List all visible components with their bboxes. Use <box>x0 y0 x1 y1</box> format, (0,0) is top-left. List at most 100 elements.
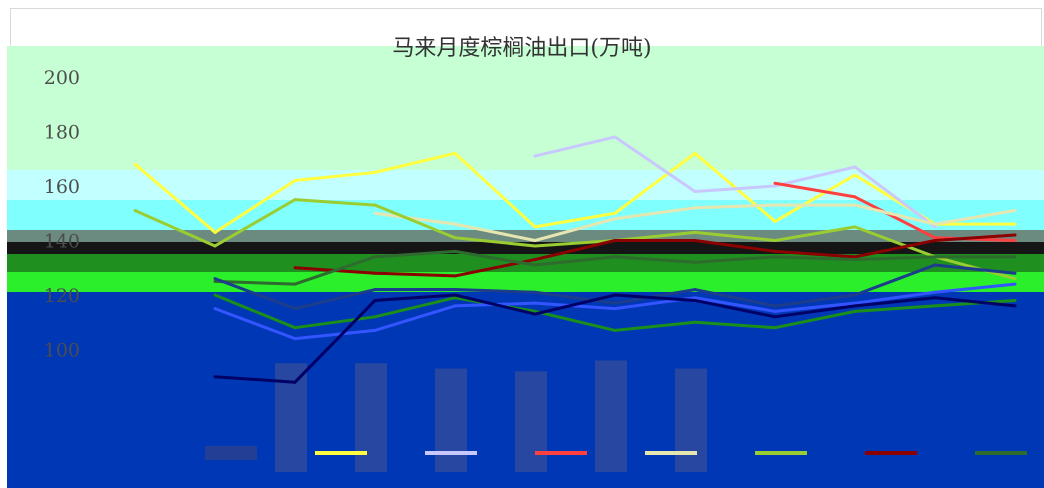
legend-swatch <box>205 446 257 460</box>
y-axis: 200 180 160 140 120 100 <box>44 67 80 362</box>
band-green <box>7 272 1044 294</box>
data-point <box>373 170 377 174</box>
data-point <box>693 298 697 302</box>
data-point <box>213 244 217 248</box>
band-mint <box>7 46 1044 179</box>
data-point <box>933 290 937 294</box>
data-point <box>133 209 137 213</box>
data-point <box>773 309 777 313</box>
data-point <box>773 304 777 308</box>
data-point <box>773 203 777 207</box>
data-point <box>693 320 697 324</box>
data-point <box>1013 304 1017 308</box>
data-point <box>453 151 457 155</box>
data-point <box>373 288 377 292</box>
data-point <box>773 315 777 319</box>
data-point <box>613 255 617 259</box>
data-point <box>213 293 217 297</box>
data-point <box>533 263 537 267</box>
data-point <box>1013 233 1017 237</box>
data-point <box>373 255 377 259</box>
bar <box>435 368 467 473</box>
data-point <box>933 222 937 226</box>
data-point <box>853 195 857 199</box>
y-tick-label: 200 <box>44 67 80 89</box>
data-point <box>453 222 457 226</box>
data-point <box>853 309 857 313</box>
bar <box>275 363 307 473</box>
data-point <box>213 375 217 379</box>
data-point <box>453 288 457 292</box>
data-point <box>773 181 777 185</box>
data-point <box>1013 222 1017 226</box>
band-gray <box>7 230 1044 244</box>
data-point <box>773 184 777 188</box>
data-point <box>373 298 377 302</box>
series-line <box>294 233 1016 278</box>
data-point <box>1013 298 1017 302</box>
data-point <box>853 203 857 207</box>
series-line <box>134 151 1015 234</box>
data-point <box>933 236 937 240</box>
bar <box>595 360 627 473</box>
data-point <box>373 203 377 207</box>
y-tick-label: 180 <box>44 122 80 144</box>
data-point <box>613 239 617 242</box>
data-point <box>613 293 617 297</box>
data-point <box>293 326 297 330</box>
data-point <box>773 219 777 223</box>
data-point <box>853 255 857 259</box>
data-point <box>693 206 697 210</box>
data-point <box>933 225 937 229</box>
y-tick-label: 100 <box>44 340 80 362</box>
data-point <box>373 328 377 332</box>
series-line <box>534 135 936 229</box>
data-point <box>693 189 697 193</box>
y-tick-label: 140 <box>44 231 80 253</box>
data-point <box>533 301 537 305</box>
data-point <box>933 304 937 308</box>
data-point <box>453 236 457 240</box>
data-point <box>373 211 377 215</box>
series-line <box>774 181 1016 242</box>
data-point <box>693 260 697 264</box>
y-tick-label: 160 <box>44 176 80 198</box>
data-point <box>453 293 457 297</box>
data-point <box>453 296 457 300</box>
data-point <box>213 230 217 234</box>
data-point <box>613 307 617 311</box>
data-point <box>853 173 857 177</box>
data-point <box>533 225 537 229</box>
data-point <box>293 380 297 384</box>
data-point <box>693 239 697 242</box>
data-point <box>773 239 777 242</box>
data-point <box>613 135 617 139</box>
data-point <box>133 162 137 166</box>
data-point <box>373 271 377 275</box>
data-point <box>773 249 777 253</box>
data-point <box>1013 209 1017 213</box>
data-point <box>853 225 857 229</box>
data-point <box>693 288 697 292</box>
data-point <box>293 179 297 183</box>
data-point <box>853 293 857 297</box>
data-point <box>853 301 857 305</box>
data-point <box>293 266 297 270</box>
data-point <box>293 337 297 341</box>
data-point <box>1013 255 1017 259</box>
data-point <box>453 274 457 278</box>
series-line <box>374 203 1016 242</box>
data-point <box>933 263 937 267</box>
data-point <box>693 230 697 234</box>
data-point <box>773 326 777 330</box>
data-point <box>1013 271 1017 275</box>
data-point <box>853 258 857 262</box>
data-point <box>213 277 217 281</box>
data-point <box>533 309 537 313</box>
data-point <box>213 307 217 311</box>
data-point <box>853 304 857 308</box>
data-point <box>933 296 937 300</box>
data-point <box>693 151 697 155</box>
data-point <box>533 244 537 248</box>
